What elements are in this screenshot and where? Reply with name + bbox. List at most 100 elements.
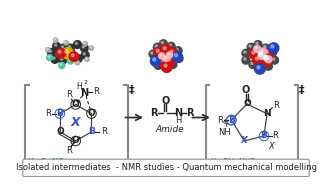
Circle shape: [265, 56, 272, 63]
Circle shape: [175, 55, 183, 62]
Circle shape: [177, 56, 179, 58]
Circle shape: [170, 50, 173, 53]
Circle shape: [258, 65, 265, 73]
Circle shape: [157, 57, 168, 67]
Circle shape: [176, 48, 178, 51]
FancyBboxPatch shape: [23, 159, 309, 177]
Circle shape: [58, 50, 61, 53]
Text: X: X: [241, 136, 248, 145]
Circle shape: [64, 41, 68, 45]
Circle shape: [244, 51, 246, 53]
Circle shape: [150, 56, 161, 66]
Circle shape: [164, 64, 167, 67]
Circle shape: [168, 48, 178, 58]
Circle shape: [169, 61, 177, 68]
Circle shape: [47, 48, 55, 56]
Circle shape: [160, 54, 162, 56]
Circle shape: [76, 56, 78, 58]
Circle shape: [164, 57, 166, 58]
Circle shape: [53, 38, 58, 42]
Circle shape: [86, 58, 87, 59]
Text: 2: 2: [84, 80, 88, 84]
Circle shape: [76, 61, 78, 63]
Text: NH: NH: [218, 128, 231, 137]
Circle shape: [66, 49, 73, 57]
Circle shape: [156, 63, 158, 65]
Text: R: R: [217, 115, 223, 125]
Circle shape: [265, 56, 266, 58]
Circle shape: [167, 42, 175, 50]
Circle shape: [242, 49, 250, 57]
Circle shape: [75, 61, 80, 65]
Circle shape: [71, 54, 74, 57]
Circle shape: [83, 42, 87, 46]
Circle shape: [62, 48, 73, 59]
Circle shape: [161, 41, 164, 44]
Circle shape: [169, 44, 171, 46]
Circle shape: [257, 66, 260, 69]
Circle shape: [154, 61, 162, 69]
Circle shape: [67, 51, 70, 53]
Circle shape: [69, 59, 71, 61]
Circle shape: [256, 42, 258, 45]
Circle shape: [53, 42, 60, 50]
Circle shape: [255, 57, 258, 60]
Circle shape: [267, 57, 269, 59]
Circle shape: [53, 57, 55, 59]
Circle shape: [261, 50, 263, 52]
Circle shape: [69, 51, 71, 53]
Text: R: R: [272, 132, 278, 140]
Text: B: B: [56, 109, 63, 118]
Circle shape: [60, 64, 62, 65]
Circle shape: [255, 64, 265, 74]
Circle shape: [165, 56, 176, 66]
Circle shape: [174, 54, 178, 57]
Circle shape: [168, 53, 170, 55]
Circle shape: [81, 51, 89, 59]
Text: +: +: [77, 98, 82, 104]
Text: B: B: [88, 127, 95, 136]
Text: R: R: [186, 108, 193, 118]
Circle shape: [269, 43, 279, 53]
Text: R: R: [66, 146, 72, 155]
Circle shape: [266, 50, 269, 53]
Text: B: B: [228, 115, 235, 125]
Circle shape: [159, 53, 165, 59]
Circle shape: [252, 51, 255, 54]
Circle shape: [249, 49, 260, 59]
Circle shape: [254, 41, 262, 48]
Text: ‡: ‡: [299, 84, 304, 94]
Circle shape: [75, 42, 78, 45]
Circle shape: [266, 64, 269, 66]
Text: H: H: [76, 82, 82, 91]
Circle shape: [258, 52, 265, 59]
Text: O: O: [56, 127, 64, 136]
Circle shape: [156, 49, 159, 52]
Circle shape: [155, 45, 157, 47]
Circle shape: [260, 53, 261, 54]
Circle shape: [74, 55, 82, 62]
Text: N: N: [263, 109, 271, 118]
Text: Isolated intermediates  - NMR studies - Quantum mechanical modelling: Isolated intermediates - NMR studies - Q…: [16, 163, 316, 172]
Text: R: R: [94, 87, 100, 96]
Text: -: -: [94, 108, 96, 113]
Text: ⊕: ⊕: [222, 119, 228, 125]
Circle shape: [80, 44, 88, 52]
Circle shape: [271, 50, 273, 52]
Circle shape: [161, 45, 171, 55]
Circle shape: [69, 52, 79, 61]
Circle shape: [48, 56, 50, 58]
Text: ‡: ‡: [129, 84, 134, 94]
Circle shape: [262, 56, 272, 66]
Text: -: -: [234, 114, 236, 119]
Circle shape: [89, 46, 94, 50]
Text: H: H: [175, 116, 181, 125]
Circle shape: [65, 42, 66, 43]
Circle shape: [163, 47, 166, 50]
Text: R: R: [101, 127, 107, 136]
Circle shape: [54, 44, 57, 46]
Circle shape: [264, 58, 267, 61]
Text: -: -: [267, 130, 269, 135]
Circle shape: [61, 46, 64, 48]
Circle shape: [73, 41, 81, 48]
